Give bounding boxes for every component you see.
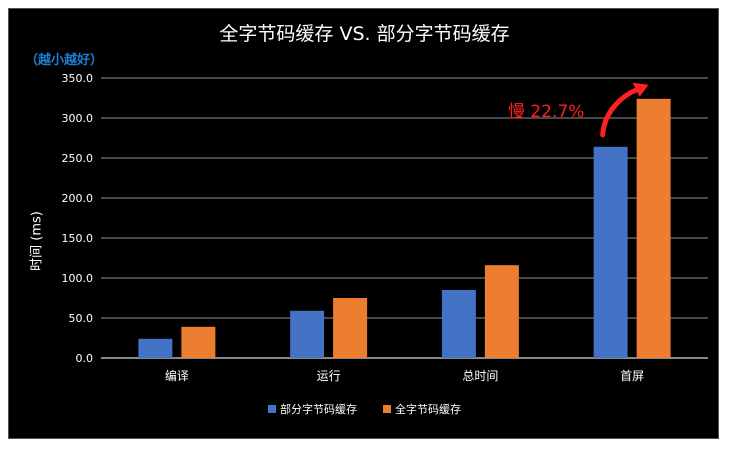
chart-frame: 全字节码缓存 VS. 部分字节码缓存 （越小越好） 时间 (ms) 0.0 50.… (8, 8, 719, 439)
bar-full-3 (636, 98, 671, 359)
legend-label-partial: 部分字节码缓存 (280, 403, 357, 416)
bar-partial-2 (441, 290, 476, 358)
y-tick-label: 250.0 (62, 152, 94, 165)
chart-title: 全字节码缓存 VS. 部分字节码缓存 (219, 23, 510, 45)
bar-full-1 (333, 298, 368, 358)
bar-full-0 (181, 326, 216, 358)
legend-swatch-full (383, 405, 391, 413)
x-tick-label: 编译 (165, 368, 189, 383)
y-tick-label: 300.0 (62, 112, 94, 125)
x-tick-label: 运行 (317, 369, 341, 383)
x-tick-label: 首屏 (620, 369, 644, 383)
bar-partial-1 (290, 310, 325, 358)
x-tick-label: 总时间 (462, 369, 498, 383)
legend-swatch-partial (268, 405, 276, 413)
bar-full-2 (484, 265, 519, 358)
y-tick-label: 150.0 (62, 232, 94, 245)
chart-note: （越小越好） (25, 53, 104, 68)
y-tick-label: 0.0 (76, 352, 94, 365)
chart-plot: 0.0 50.0 100.0 150.0 200.0 250.0 300.0 350.0 编译 运… (62, 72, 708, 383)
legend-item-full: 全字节码缓存 (383, 401, 461, 417)
y-tick-label: 100.0 (62, 272, 94, 285)
legend-item-partial: 部分字节码缓存 (268, 401, 357, 417)
bar-partial-3 (593, 146, 628, 358)
annotation-label: 慢 22.7% (508, 102, 585, 122)
bar-partial-0 (138, 338, 173, 358)
annotation-arrow (600, 87, 640, 138)
legend-label-full: 全字节码缓存 (395, 403, 461, 416)
chart-legend: 部分字节码缓存 全字节码缓存 (9, 401, 720, 417)
y-tick-label: 50.0 (69, 312, 94, 325)
annotation-arrowhead (632, 82, 649, 97)
y-tick-label: 200.0 (62, 192, 94, 205)
y-tick-label: 350.0 (62, 72, 94, 85)
